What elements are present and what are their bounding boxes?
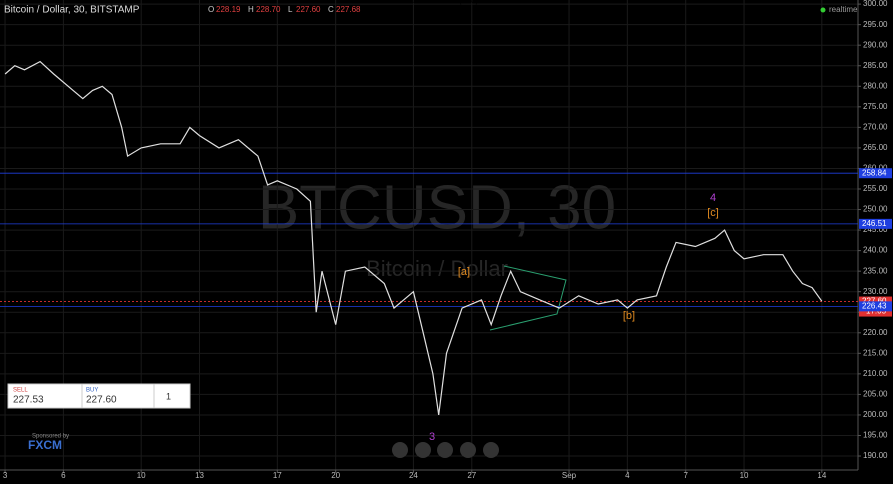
- broker: FXCM: [28, 438, 62, 452]
- y-tick-label: 245.00: [863, 225, 888, 234]
- status-dot: [820, 7, 826, 13]
- scroll-right[interactable]: [483, 442, 499, 458]
- ohlc-value: 227.68: [336, 5, 361, 14]
- x-tick-label: 17: [273, 471, 282, 480]
- y-tick-label: 255.00: [863, 184, 888, 193]
- ohlc-key: O: [208, 5, 214, 14]
- ohlc-value: 228.70: [256, 5, 281, 14]
- y-tick-label: 290.00: [863, 40, 888, 49]
- sponsor: Sponsored by: [32, 434, 69, 440]
- price-line: [4, 60, 823, 415]
- sell-box[interactable]: [7, 383, 83, 409]
- y-tick-label: 295.00: [863, 20, 888, 29]
- ohlc-key: C: [328, 5, 334, 14]
- x-tick-label: 7: [683, 471, 688, 480]
- x-tick-label: 3: [3, 471, 8, 480]
- scroll-left[interactable]: [392, 442, 408, 458]
- y-tick-label: 270.00: [863, 122, 888, 131]
- y-tick-label: 205.00: [863, 390, 888, 399]
- triangle-drawing: [489, 265, 567, 331]
- nav-buttons: [392, 442, 499, 458]
- x-tick-label: 10: [137, 471, 146, 480]
- y-tick-label: 220.00: [863, 328, 888, 337]
- y-tick-label: 190.00: [863, 451, 888, 460]
- x-tick-label: 14: [817, 471, 826, 480]
- x-tick-label: 4: [625, 471, 630, 480]
- x-tick-label: 27: [467, 471, 476, 480]
- y-tick-label: 210.00: [863, 369, 888, 378]
- y-tick-label: 235.00: [863, 266, 888, 275]
- x-tick-label: 10: [740, 471, 749, 480]
- sell-label: SELL: [13, 388, 28, 394]
- ohlc-key: H: [248, 5, 254, 14]
- buy-label: BUY: [86, 388, 98, 394]
- reset[interactable]: [437, 442, 453, 458]
- wave-label: [c]: [707, 207, 719, 219]
- quantity: 1: [166, 391, 171, 401]
- x-tick-label: 24: [409, 471, 418, 480]
- price-tag-label: 226.43: [862, 301, 887, 310]
- price-tag-label: 227.60: [862, 297, 887, 306]
- countdown-tag: [859, 306, 892, 317]
- x-tick-label: 6: [61, 471, 66, 480]
- y-tick-label: 195.00: [863, 431, 888, 440]
- y-tick-label: 300.00: [863, 0, 888, 8]
- y-tick-label: 260.00: [863, 164, 888, 173]
- price-tag: [859, 301, 892, 312]
- y-tick-label: 275.00: [863, 102, 888, 111]
- y-tick-label: 240.00: [863, 246, 888, 255]
- trade-widget: SELL 227.53 BUY 227.60 1 Sponsored by FX…: [7, 383, 191, 452]
- x-tick-label: 20: [331, 471, 340, 480]
- wave-label: 4: [710, 192, 716, 204]
- sell-price: 227.53: [13, 395, 44, 406]
- price-tag: [859, 218, 892, 229]
- ohlc-key: L: [288, 5, 293, 14]
- y-tick-label: 280.00: [863, 81, 888, 90]
- price-tag-label: 246.51: [862, 219, 887, 228]
- status: realtime: [829, 5, 858, 14]
- wave-label: [a]: [458, 266, 470, 278]
- watermark-symbol: BTCUSD, 30: [258, 173, 616, 242]
- x-tick-label: Sep: [562, 471, 577, 480]
- y-tick-label: 200.00: [863, 410, 888, 419]
- x-tick-label: 13: [195, 471, 204, 480]
- price-tag-label: 258.84: [862, 168, 887, 177]
- y-tick-label: 250.00: [863, 205, 888, 214]
- y-tick-label: 285.00: [863, 61, 888, 70]
- watermark-name: Bitcoin / Dollar: [366, 256, 508, 281]
- y-tick-label: 265.00: [863, 143, 888, 152]
- y-tick-label: 230.00: [863, 287, 888, 296]
- y-tick-label: 215.00: [863, 348, 888, 357]
- zoom-out[interactable]: [415, 442, 431, 458]
- exit-button[interactable]: Exit Full Screen (ESC): [408, 0, 478, 5]
- ohlc-value: 227.60: [296, 5, 321, 14]
- wave-label: 3: [429, 431, 435, 443]
- buy-price: 227.60: [86, 395, 117, 406]
- wave-label: [b]: [623, 310, 635, 322]
- price-tag: [859, 168, 892, 179]
- ohlc-value: 228.19: [216, 5, 241, 14]
- zoom-in[interactable]: [460, 442, 476, 458]
- symbol-title[interactable]: Bitcoin / Dollar, 30, BITSTAMP: [4, 5, 140, 16]
- qty-box[interactable]: [153, 383, 191, 409]
